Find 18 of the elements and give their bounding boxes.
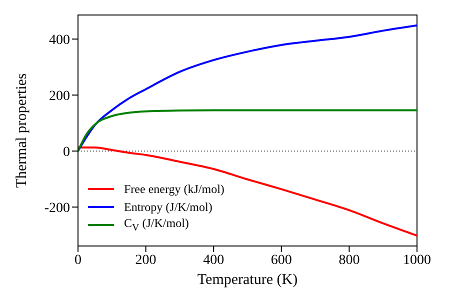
- x-axis-title: Temperature (K): [197, 272, 298, 288]
- y-axis-title: Thermal properties: [14, 73, 30, 188]
- line-series: [78, 146, 417, 237]
- y-tick-label: 400: [49, 33, 70, 48]
- x-tick-label: 1000: [403, 252, 431, 268]
- x-tick-label: 400: [203, 252, 224, 268]
- x-tick-label: 600: [270, 252, 292, 268]
- legend-label: Entropy (J/K/mol): [124, 200, 212, 214]
- x-tick-label: 800: [338, 252, 360, 268]
- y-tick-label: 0: [63, 145, 70, 160]
- x-tick-label: 0: [74, 252, 82, 268]
- x-tick-label: 200: [135, 252, 156, 268]
- line-series: [78, 109, 417, 152]
- y-tick-label: 200: [49, 89, 70, 104]
- line-series: [78, 24, 417, 152]
- y-tick-label: -200: [44, 201, 70, 216]
- legend-label: Free energy (kJ/mol): [124, 182, 224, 196]
- legend-label: C$_{V}$ (J/K/mol): [124, 216, 189, 234]
